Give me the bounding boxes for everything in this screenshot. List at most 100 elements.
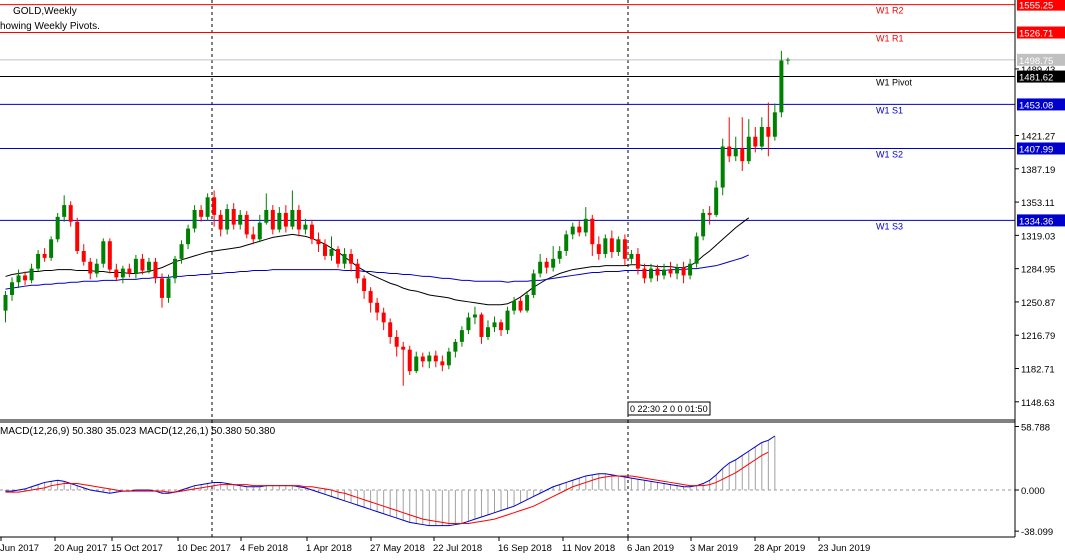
price-tick-label-6: 1353.11 — [1021, 198, 1055, 209]
candle-body-36 — [238, 214, 243, 225]
candle-body-109 — [714, 187, 719, 215]
candle-body-43 — [283, 212, 288, 227]
time-tick-label-9: 11 Nov 2018 — [562, 543, 615, 554]
candle-body-102 — [668, 269, 673, 274]
candle-body-11 — [75, 221, 80, 252]
time-tick-label-8: 16 Sep 2018 — [498, 543, 552, 554]
candle-body-13 — [88, 261, 93, 274]
candle-body-112 — [733, 148, 738, 157]
candle-body-68 — [446, 351, 451, 366]
time-tick-label-0: Jun 2017 — [0, 543, 39, 554]
candle-body-9 — [62, 205, 67, 217]
candle-body-47 — [309, 224, 314, 240]
candle-body-14 — [94, 263, 99, 274]
candle-body-5 — [36, 253, 41, 269]
candle-body-61 — [401, 346, 406, 350]
candle-body-10 — [68, 205, 73, 222]
pivot-lines — [0, 4, 1015, 221]
candle-body-56 — [368, 291, 373, 303]
time-tick-label-1: 20 Aug 2017 — [54, 543, 107, 554]
candle-body-39 — [257, 222, 262, 240]
candle-body-90 — [590, 218, 595, 245]
candle-body-75 — [492, 322, 497, 328]
candle-body-88 — [577, 226, 582, 233]
candle-body-85 — [557, 251, 562, 259]
candle-body-72 — [472, 314, 477, 318]
candle-body-89 — [583, 218, 588, 233]
candle-body-80 — [525, 294, 530, 311]
macd-tick-label-1: 0.000 — [1021, 486, 1045, 497]
candle-body-92 — [603, 238, 608, 254]
pivot-name-2: W1 Pivot — [876, 78, 913, 88]
candle-body-52 — [342, 253, 347, 264]
price-tick-label-5: 1319.03 — [1021, 231, 1055, 242]
candle-body-84 — [551, 258, 556, 268]
candle-body-49 — [322, 244, 327, 256]
candle-body-96 — [629, 253, 634, 259]
candle-body-98 — [642, 268, 647, 279]
countdown-label: 0 22:30 2 0 0 01:50 — [630, 404, 708, 414]
candle-body-81 — [531, 273, 536, 295]
pivot-name-0: W1 R2 — [876, 6, 904, 16]
candle-body-34 — [225, 209, 230, 230]
candle-body-4 — [29, 268, 34, 281]
candle-body-106 — [694, 236, 699, 264]
macd-signal-line — [5, 451, 769, 524]
candle-body-48 — [316, 239, 321, 245]
candle-body-7 — [49, 239, 54, 258]
pivot-price-tag-1 — [1017, 26, 1065, 39]
candle-body-33 — [218, 214, 223, 230]
candle-body-38 — [251, 234, 256, 240]
pivot-price-tag-4 — [1017, 142, 1065, 155]
candle-body-25 — [166, 278, 171, 298]
candle-body-107 — [701, 212, 706, 237]
pivot-name-1: W1 R1 — [876, 34, 904, 44]
candle-body-78 — [512, 300, 517, 311]
candle-body-59 — [388, 322, 393, 337]
candle-body-2 — [16, 275, 21, 283]
macd-tick-label-2: -38.099 — [1021, 527, 1053, 538]
time-tick-label-5: 1 Apr 2018 — [306, 543, 352, 554]
candle-body-113 — [740, 148, 745, 162]
candle-body-53 — [349, 253, 354, 264]
candle-body-87 — [570, 226, 575, 235]
moving-average-line-1 — [5, 254, 749, 290]
price-tick-label-1: 1182.71 — [1021, 365, 1055, 376]
time-tick-label-4: 4 Feb 2018 — [240, 543, 288, 554]
time-tick-label-2: 15 Oct 2017 — [111, 543, 163, 554]
candle-body-73 — [479, 314, 484, 337]
candle-body-116 — [759, 126, 764, 147]
candle-body-46 — [303, 224, 308, 230]
candle-body-54 — [355, 263, 360, 279]
candle-body-41 — [270, 210, 275, 230]
countdown-box — [627, 401, 711, 416]
candle-body-97 — [635, 253, 640, 269]
price-tick-label-4: 1284.95 — [1021, 265, 1055, 276]
macd-panel — [0, 435, 1015, 527]
pivot-name-5: W1 S3 — [876, 221, 903, 231]
axes: 1148.63 1182.71 1216.79 1250.87 1284.95 1319.… — [0, 0, 1055, 554]
pivot-name-4: W1 S2 — [876, 149, 903, 159]
candle-body-110 — [720, 146, 725, 188]
candles — [3, 50, 790, 386]
candle-body-3 — [23, 275, 28, 281]
candle-body-74 — [485, 327, 490, 337]
candle-body-101 — [662, 269, 667, 276]
candle-body-79 — [518, 300, 523, 311]
candle-body-15 — [101, 241, 106, 264]
candle-body-57 — [375, 302, 380, 313]
pivot-name-3: W1 S1 — [876, 105, 903, 115]
price-tick-label-7: 1387.19 — [1021, 165, 1055, 176]
price-tick-label-0: 1148.63 — [1021, 398, 1055, 409]
candle-body-115 — [753, 136, 758, 147]
pivot-price-tag-2 — [1017, 70, 1065, 83]
candle-body-71 — [466, 317, 471, 331]
candle-body-60 — [394, 336, 399, 347]
time-tick-label-6: 27 May 2018 — [370, 543, 425, 554]
candle-body-16 — [107, 241, 112, 270]
candle-body-82 — [538, 261, 543, 274]
candle-body-32 — [212, 197, 217, 215]
candle-body-111 — [727, 146, 732, 157]
